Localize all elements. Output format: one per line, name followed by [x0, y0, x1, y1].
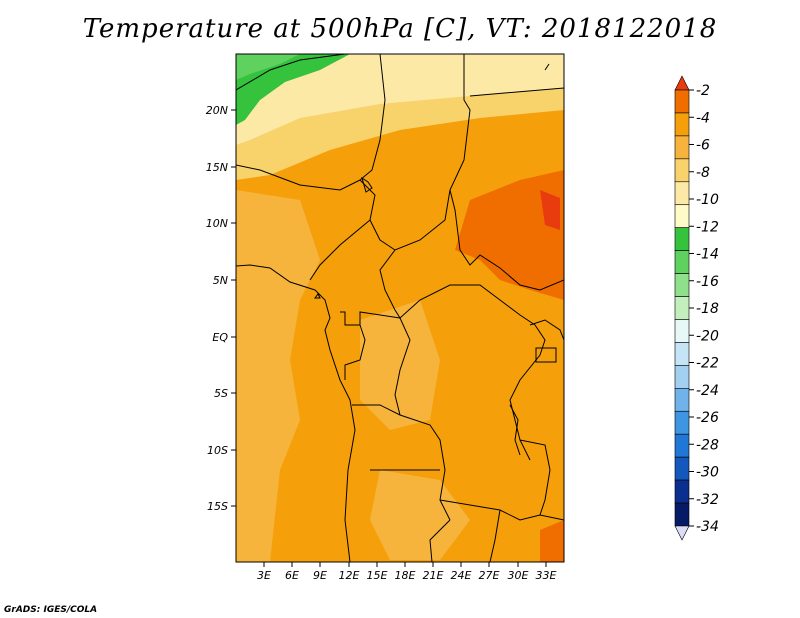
field-cool-west [236, 190, 320, 562]
colorbar-top-arrow [674, 75, 690, 91]
colorbar-label: -6 [696, 138, 710, 154]
lon-tick-label: 33E [536, 569, 557, 582]
colorbar-swatch [674, 250, 690, 274]
colorbar-label: -30 [696, 465, 719, 481]
colorbar-swatch [674, 410, 690, 435]
colorbar-bottom-arrow [674, 525, 690, 541]
colorbar-label: -20 [696, 328, 719, 344]
field-cool-center [360, 300, 440, 430]
temperature-field [236, 54, 564, 562]
colorbar-label: -8 [696, 165, 710, 181]
colorbar-label: -14 [696, 247, 719, 263]
colorbar-label: -2 [696, 83, 710, 99]
colorbar-label: -24 [696, 383, 719, 399]
map-frame [235, 53, 565, 563]
map-title: Temperature at 500hPa [C], VT: 201812201… [82, 14, 718, 44]
colorbar-swatch [674, 227, 690, 251]
lon-tick-label: 3E [257, 569, 271, 582]
field-cool-south [370, 470, 470, 560]
field-far-north [236, 54, 564, 145]
lon-tick-label: 27E [479, 569, 500, 582]
lat-tick-label: 20N [206, 104, 228, 117]
colorbar-swatch [674, 204, 690, 228]
colorbar-label: -32 [696, 492, 719, 508]
lat-tick-label: 5S [214, 387, 228, 400]
credit-text: GrADS: IGES/COLA [4, 605, 98, 615]
colorbar-swatch [674, 112, 690, 137]
lon-tick-label: 15E [367, 569, 388, 582]
colorbar-label: -18 [696, 301, 719, 317]
lat-tick-label: 15S [207, 500, 228, 513]
lat-axis: 20N 15N 10N 5N EQ 5S 10S 15S [206, 104, 236, 513]
field-green-patch [236, 54, 350, 125]
colorbar-swatch [674, 135, 690, 160]
colorbar-label: -4 [696, 110, 710, 126]
lon-tick-label: 21E [423, 569, 444, 582]
field-green-light [236, 54, 300, 80]
colorbar-swatch [674, 479, 690, 504]
colorbar-swatch [674, 273, 690, 297]
lat-tick-label: 10S [207, 444, 228, 457]
colorbar-label: -34 [696, 519, 719, 535]
field-warm-spot [540, 190, 560, 230]
colorbar: -2 -4 -6 -8 -10 -12 -14 -16 -18 -20 -22 -24 -26 -28 -3… [674, 75, 719, 541]
colorbar-swatch [674, 181, 690, 206]
lat-tick-label: 10N [206, 217, 228, 230]
lon-tick-label: 18E [395, 569, 416, 582]
lon-tick-label: 30E [508, 569, 529, 582]
colorbar-swatch [674, 388, 690, 412]
lon-tick-label: 6E [285, 569, 299, 582]
lon-tick-label: 9E [313, 569, 327, 582]
colorbar-swatch [674, 433, 690, 458]
colorbar-swatch [674, 89, 690, 114]
lon-tick-label: 12E [339, 569, 360, 582]
colorbar-swatch [674, 456, 690, 481]
field-warm-southeast [540, 520, 564, 562]
colorbar-label: -12 [696, 219, 719, 235]
lat-tick-label: 5N [213, 274, 228, 287]
colorbar-swatch [674, 158, 690, 183]
colorbar-swatch [674, 502, 690, 527]
lat-tick-label: EQ [212, 331, 228, 344]
colorbar-swatch [674, 342, 690, 366]
colorbar-label: -22 [696, 356, 719, 372]
colorbar-label: -16 [696, 274, 719, 290]
colorbar-label: -28 [696, 437, 719, 453]
lon-tick-label: 24E [451, 569, 472, 582]
colorbar-swatch [674, 319, 690, 343]
colorbar-label: -10 [696, 192, 719, 208]
colorbar-label: -26 [696, 410, 719, 426]
lon-axis: 3E 6E 9E 12E 15E 18E 21E 24E 27E 30E 33E [257, 562, 557, 582]
lat-tick-label: 15N [206, 161, 228, 174]
colorbar-swatch [674, 296, 690, 320]
colorbar-swatch [674, 365, 690, 389]
field-warm-tongue [455, 170, 564, 300]
borders [236, 54, 564, 562]
